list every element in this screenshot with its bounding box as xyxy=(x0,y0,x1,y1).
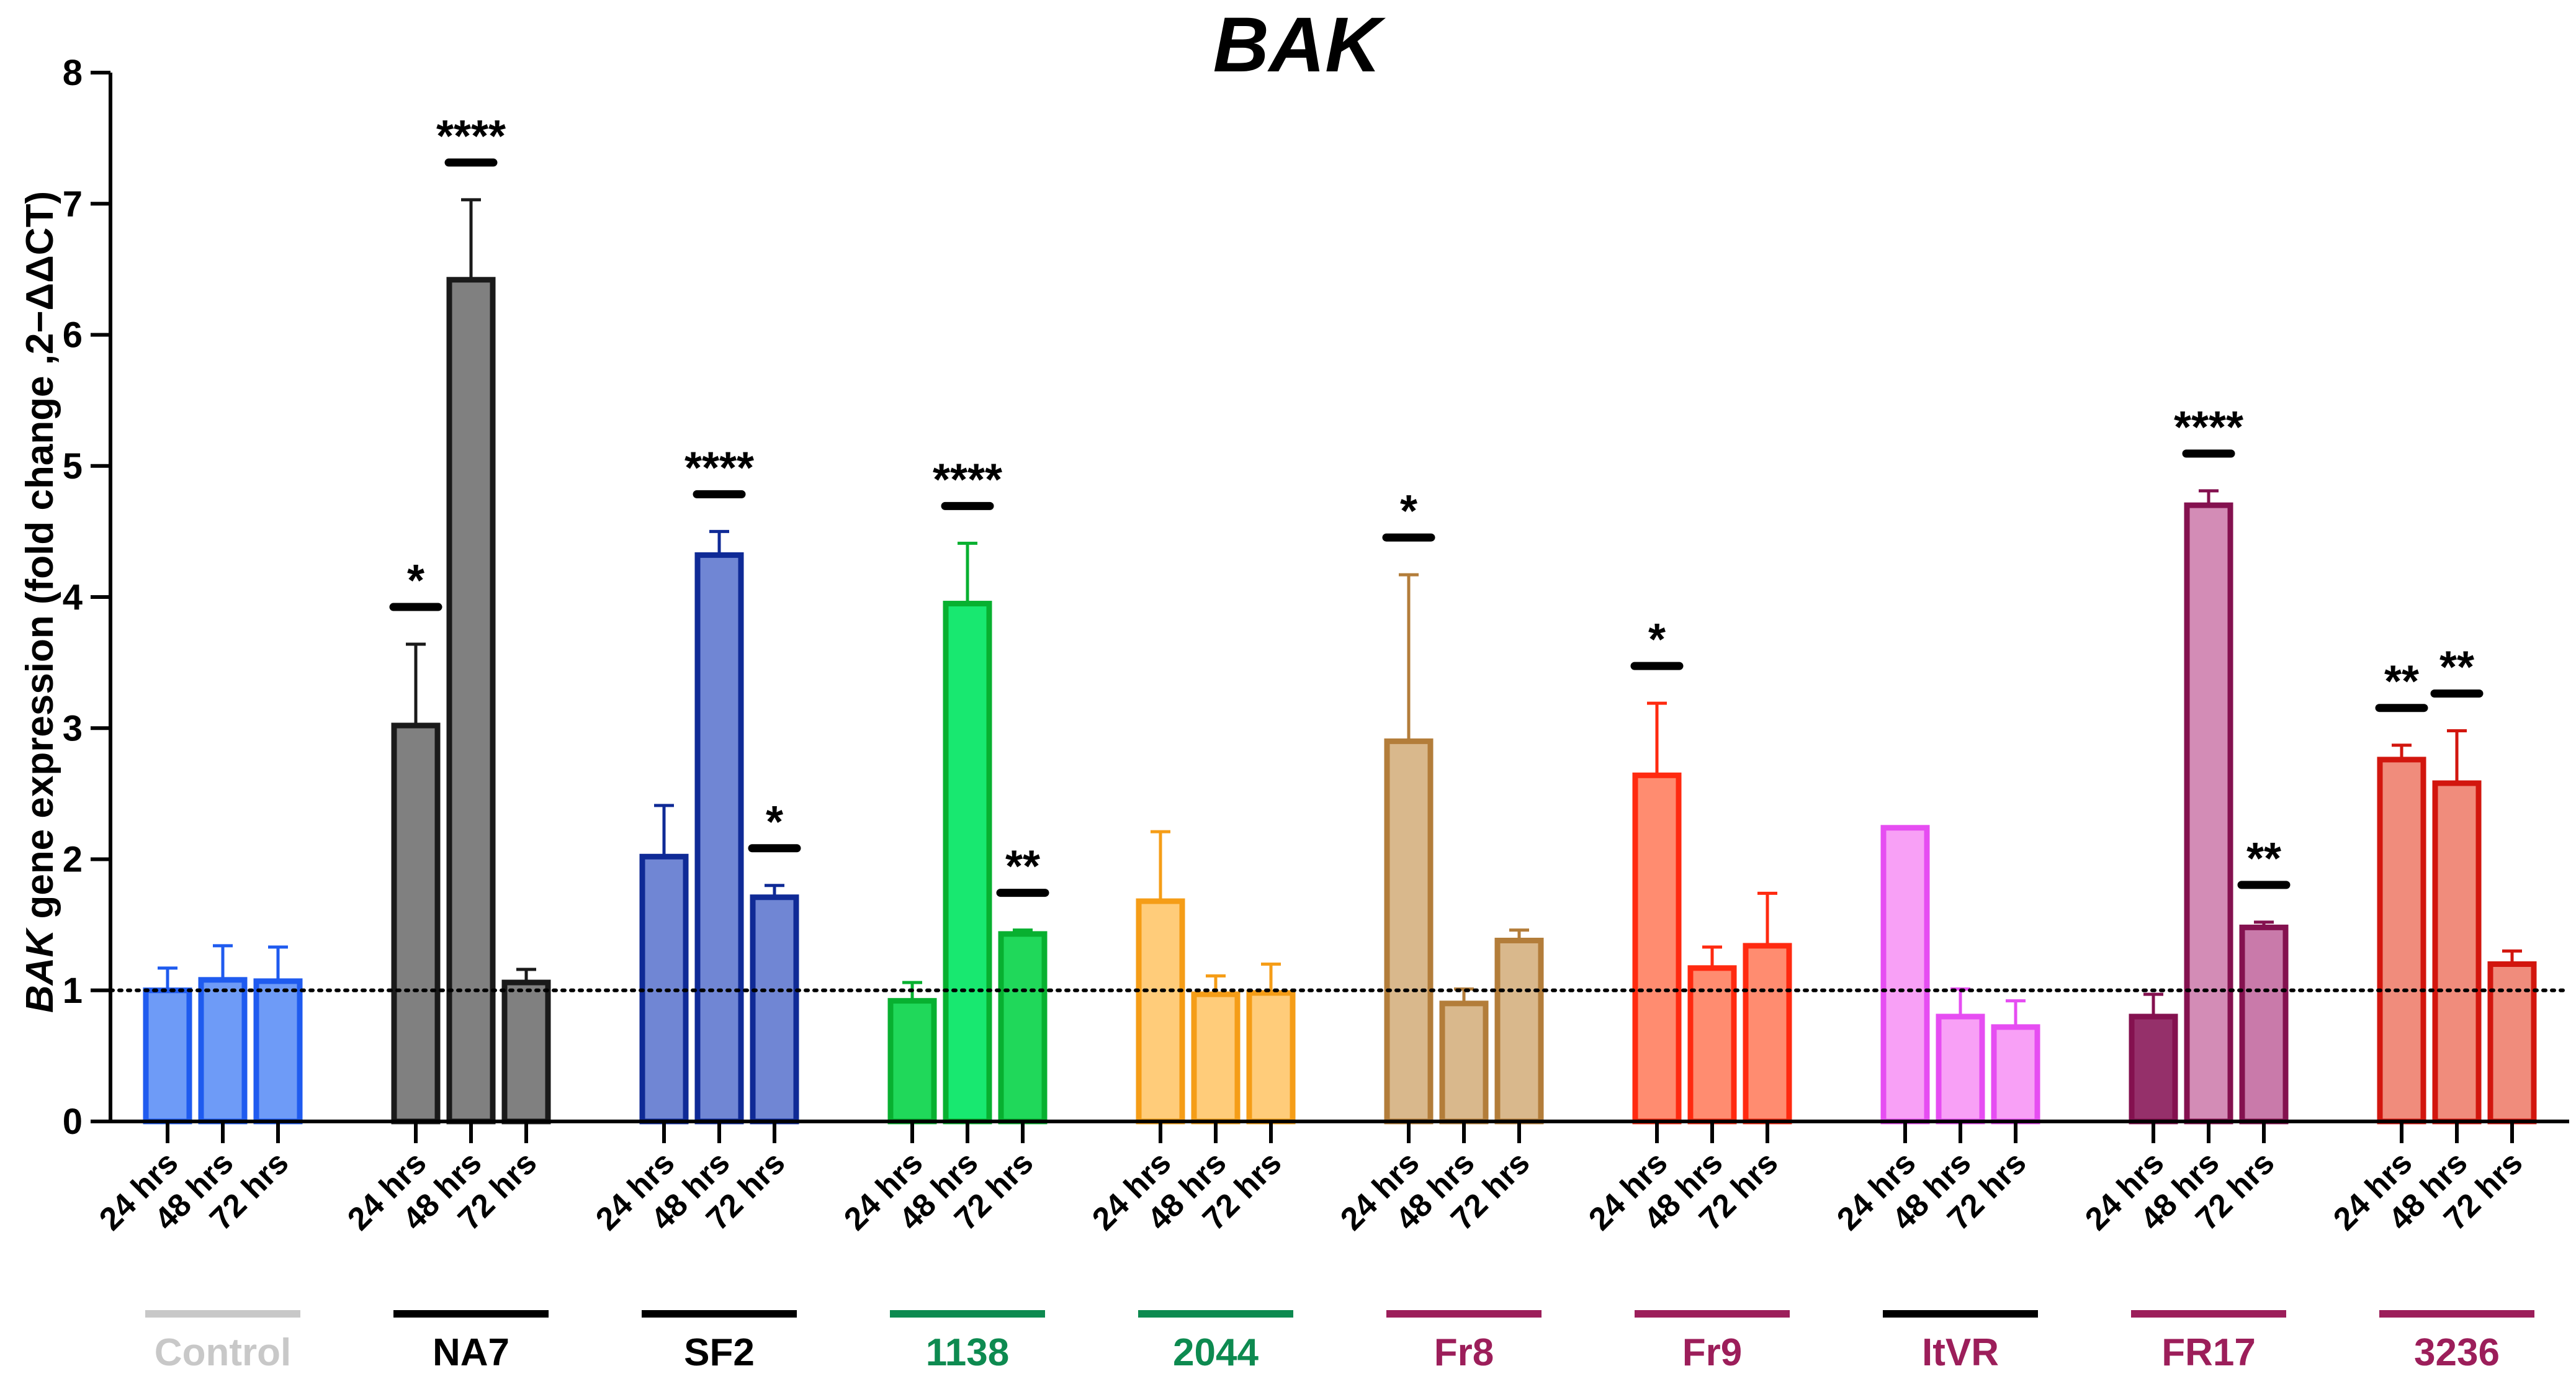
bar xyxy=(998,931,1048,1125)
bar xyxy=(2432,780,2482,1125)
bar xyxy=(1936,1013,1985,1125)
group-label: Fr9 xyxy=(1682,1331,1742,1374)
bar xyxy=(887,998,937,1125)
y-tick-label: 0 xyxy=(63,1102,83,1142)
y-axis-label-text: gene expression (fold change ,2−ΔΔCT) xyxy=(19,191,61,930)
significance-label: **** xyxy=(436,112,506,161)
bar xyxy=(1384,738,1434,1125)
y-axis-label-gene: BAK xyxy=(19,927,61,1013)
bar xyxy=(2377,757,2426,1125)
y-tick-label: 5 xyxy=(63,446,83,487)
y-axis-label: BAK gene expression (fold change ,2−ΔΔCT… xyxy=(19,191,61,1013)
significance-label: * xyxy=(766,797,783,847)
y-tick-label: 8 xyxy=(63,53,83,93)
bar xyxy=(1991,1024,2040,1125)
bar xyxy=(1191,991,1241,1125)
significance-label: ** xyxy=(2439,642,2474,692)
bar xyxy=(1439,1000,1489,1125)
group-label: Control xyxy=(155,1331,291,1374)
bar xyxy=(1136,898,1185,1125)
y-tick-label: 7 xyxy=(63,184,83,224)
y-tick-label: 3 xyxy=(63,708,83,748)
bar xyxy=(1494,937,1544,1125)
chart-title: BAK xyxy=(1213,2,1386,88)
bar xyxy=(1880,825,1930,1125)
significance-label: ** xyxy=(1005,842,1040,892)
significance-label: **** xyxy=(933,455,1002,505)
group-label: ItVR xyxy=(1922,1331,1999,1374)
y-tick-label: 6 xyxy=(63,315,83,356)
y-axis: 0 1 2 3 4 5 6 7 8 xyxy=(63,53,112,1142)
significance-label: ** xyxy=(2384,657,2419,707)
group-labels: Control NA7 SF2 1138 2044 Fr8 Fr9 ItVR FR17 3236 xyxy=(145,1310,2534,1374)
bar xyxy=(694,552,744,1125)
significance-label: **** xyxy=(2174,403,2243,452)
significance-label: * xyxy=(1400,487,1417,536)
bar xyxy=(501,979,551,1125)
group-label: 2044 xyxy=(1173,1331,1259,1374)
bar xyxy=(253,978,303,1125)
significance-label: * xyxy=(407,556,424,606)
significance-label: **** xyxy=(684,443,754,493)
group-label: SF2 xyxy=(684,1331,755,1374)
bar xyxy=(2239,924,2289,1125)
y-tick-label: 1 xyxy=(63,971,83,1011)
y-tick-label: 2 xyxy=(63,840,83,880)
bar xyxy=(391,722,441,1125)
group-label: 1138 xyxy=(926,1331,1010,1374)
group-label: FR17 xyxy=(2161,1331,2256,1374)
bar xyxy=(1743,943,1792,1125)
y-tick-label: 4 xyxy=(63,577,83,618)
bar xyxy=(1632,772,1682,1125)
bar xyxy=(1687,965,1737,1125)
bar xyxy=(2129,1013,2178,1125)
bar xyxy=(198,977,248,1125)
significance-label: ** xyxy=(2246,834,2281,884)
significance-label: * xyxy=(1648,615,1666,665)
group-label: NA7 xyxy=(433,1331,509,1374)
group-label: Fr8 xyxy=(1434,1331,1494,1374)
bar-series: ************************** ** xyxy=(143,112,2537,1125)
bar xyxy=(446,277,496,1125)
bar xyxy=(2184,502,2233,1125)
bar xyxy=(750,894,799,1125)
bar xyxy=(143,987,192,1125)
group-label: 3236 xyxy=(2414,1331,2500,1374)
bar xyxy=(943,601,992,1125)
bar xyxy=(2487,961,2537,1125)
bar xyxy=(1246,990,1296,1125)
